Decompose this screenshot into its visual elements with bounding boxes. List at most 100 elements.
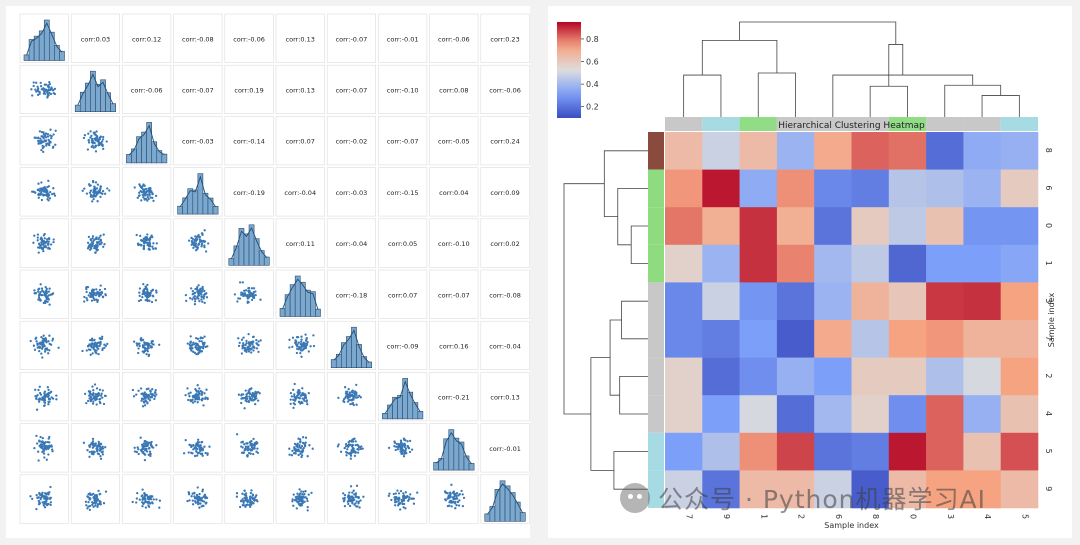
scatter-point bbox=[205, 388, 208, 391]
scatter-point bbox=[198, 497, 202, 500]
scatter-point bbox=[34, 388, 37, 391]
scatter-point bbox=[37, 182, 40, 185]
scatter-point bbox=[190, 344, 194, 347]
scatter-point bbox=[292, 398, 295, 401]
scatter-point bbox=[192, 396, 195, 399]
scatter-point bbox=[253, 442, 256, 445]
scatter-point bbox=[42, 137, 45, 140]
scatter-point bbox=[48, 391, 51, 395]
col-dendrogram-link bbox=[832, 74, 974, 124]
scatter-point bbox=[52, 187, 55, 190]
scatter-point bbox=[146, 299, 149, 303]
scatter-point bbox=[48, 334, 51, 337]
scatter-point bbox=[247, 332, 250, 336]
subplot-frame bbox=[378, 269, 428, 319]
subplot-frame bbox=[275, 320, 325, 371]
scatter-point bbox=[202, 297, 205, 300]
scatter-point bbox=[254, 495, 257, 499]
heatmap-cell bbox=[963, 357, 1001, 396]
scatter-point bbox=[149, 291, 152, 295]
scatter-point bbox=[197, 349, 200, 352]
scatter-point bbox=[141, 488, 144, 491]
scatter-points bbox=[32, 232, 55, 254]
scatter-points bbox=[83, 284, 107, 304]
scatter-point bbox=[135, 393, 138, 396]
scatter-point bbox=[198, 299, 201, 303]
scatter-point bbox=[45, 339, 48, 343]
scatter-point bbox=[46, 194, 50, 197]
scatter-point bbox=[96, 140, 99, 143]
scatter-point bbox=[83, 300, 86, 303]
subplot-frame bbox=[378, 218, 428, 268]
scatter-points bbox=[137, 282, 158, 304]
heatmap-cell bbox=[963, 470, 1001, 509]
scatter-point bbox=[96, 290, 99, 294]
scatter-point bbox=[155, 393, 158, 396]
scatter-point bbox=[47, 242, 50, 245]
scatter-point bbox=[250, 496, 253, 499]
hist-bar bbox=[23, 54, 30, 61]
scatter-point bbox=[91, 437, 95, 441]
scatter-point bbox=[256, 500, 259, 503]
scatter-point bbox=[241, 281, 244, 284]
scatter-point bbox=[200, 245, 203, 248]
scatter-point bbox=[243, 407, 246, 410]
hist-bar bbox=[161, 153, 168, 164]
scatter-point bbox=[354, 392, 358, 395]
heatmap-cell bbox=[776, 432, 815, 471]
scatter-points bbox=[337, 383, 362, 407]
scatter-point bbox=[345, 454, 348, 457]
scatter-point bbox=[100, 241, 103, 244]
scatter-point bbox=[255, 393, 258, 396]
row-dendrogram-link bbox=[603, 150, 660, 217]
scatter-point bbox=[95, 349, 98, 352]
scatter-point bbox=[146, 195, 149, 199]
scatter-point bbox=[101, 389, 104, 392]
scatter-point bbox=[242, 499, 245, 503]
scatter-point bbox=[297, 450, 301, 453]
scatter-point bbox=[292, 493, 295, 496]
scatter-point bbox=[307, 350, 310, 353]
scatter-point bbox=[248, 395, 251, 398]
subplot-frame bbox=[480, 372, 530, 422]
scatter-point bbox=[291, 500, 294, 503]
col-color-strip bbox=[814, 117, 852, 131]
scatter-point bbox=[349, 495, 353, 498]
scatter-point bbox=[461, 493, 464, 496]
scatter-point bbox=[193, 291, 197, 295]
scatter-point bbox=[143, 440, 146, 443]
scatter-points bbox=[34, 385, 58, 411]
scatter-point bbox=[294, 448, 297, 452]
scatter-point bbox=[94, 133, 97, 137]
scatter-point bbox=[96, 241, 99, 244]
scatter-point bbox=[196, 286, 199, 289]
scatter-point bbox=[301, 492, 304, 496]
scatter-point bbox=[198, 291, 201, 294]
hist-bar bbox=[310, 291, 316, 317]
scatter-point bbox=[51, 339, 54, 342]
scatter-point bbox=[89, 136, 92, 139]
scatter-point bbox=[103, 192, 107, 195]
scatter-points bbox=[131, 488, 162, 509]
scatter-point bbox=[290, 395, 294, 398]
scatter-point bbox=[299, 351, 302, 355]
scatter-point bbox=[101, 144, 104, 148]
hist-bar bbox=[305, 289, 311, 317]
scatter-point bbox=[104, 293, 107, 296]
scatter-point bbox=[138, 498, 141, 501]
scatter-point bbox=[462, 496, 466, 500]
scatter-point bbox=[453, 494, 456, 497]
hist-bar bbox=[366, 361, 373, 369]
scatter-point bbox=[191, 503, 195, 506]
kde-line bbox=[179, 175, 216, 208]
scatter-point bbox=[243, 449, 246, 452]
scatter-points bbox=[387, 489, 419, 511]
scatter-point bbox=[42, 334, 45, 337]
scatter-point bbox=[147, 397, 150, 401]
scatter-point bbox=[305, 400, 308, 403]
scatter-point bbox=[297, 453, 300, 457]
row-dendrogram-link bbox=[630, 225, 660, 264]
scatter-point bbox=[454, 507, 457, 510]
scatter-point bbox=[347, 494, 350, 497]
heatmap-cell bbox=[702, 395, 740, 434]
